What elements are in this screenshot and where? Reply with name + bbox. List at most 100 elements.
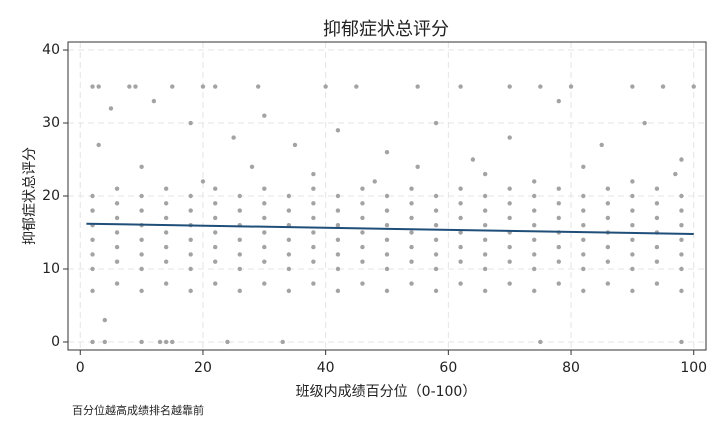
point (188, 208, 193, 213)
point (409, 186, 414, 191)
point (188, 237, 193, 242)
x-tick-label: 60 (439, 360, 457, 376)
point (599, 142, 604, 148)
point (642, 120, 647, 126)
point (679, 157, 684, 162)
point (384, 222, 390, 228)
point (409, 244, 414, 250)
point (679, 193, 684, 199)
point (654, 215, 660, 221)
point (237, 193, 242, 199)
y-tick-label: 20 (42, 188, 60, 204)
point (262, 215, 267, 221)
point (262, 244, 267, 250)
point (507, 186, 512, 191)
point (360, 230, 365, 235)
point (335, 288, 341, 294)
x-axis-label: 班级内成绩百分位（0-100） (296, 384, 477, 400)
point (482, 208, 488, 213)
point (139, 237, 144, 242)
point (605, 259, 611, 264)
point (433, 208, 439, 213)
point (163, 259, 169, 264)
point (384, 150, 390, 155)
point (286, 208, 292, 213)
point (538, 84, 543, 89)
point (127, 84, 132, 89)
point (114, 244, 120, 250)
point (605, 244, 611, 250)
point (433, 193, 439, 199)
point (630, 266, 635, 272)
y-tick-label: 40 (42, 42, 60, 58)
point (409, 281, 414, 286)
point (335, 193, 341, 199)
point (360, 186, 365, 191)
point (482, 193, 488, 199)
point (581, 266, 586, 272)
point (679, 288, 684, 294)
point (538, 339, 543, 345)
point (458, 201, 463, 206)
point (237, 208, 242, 213)
point (163, 215, 169, 221)
y-axis-label: 抑郁症状总评分 (22, 147, 38, 245)
point (532, 179, 537, 184)
point (163, 339, 169, 345)
y-tick-label: 0 (51, 334, 60, 350)
point (507, 84, 512, 89)
point (286, 288, 292, 294)
point (262, 186, 267, 191)
point (458, 215, 463, 221)
point (482, 171, 488, 177)
point (114, 281, 120, 286)
x-tick-label: 40 (317, 360, 335, 376)
point (507, 259, 512, 264)
point (556, 259, 561, 264)
point (556, 98, 561, 104)
point (188, 120, 193, 126)
point (630, 84, 635, 89)
point (163, 244, 169, 250)
point (237, 237, 242, 242)
point (213, 259, 218, 264)
point (654, 259, 660, 264)
point (470, 157, 476, 162)
point (679, 266, 684, 272)
point (114, 186, 120, 191)
point (262, 201, 267, 206)
point (384, 193, 390, 199)
point (458, 244, 463, 250)
point (482, 288, 488, 294)
point (139, 339, 144, 345)
point (532, 252, 537, 257)
point (231, 135, 236, 140)
point (151, 98, 157, 104)
point (262, 113, 267, 118)
point (458, 259, 463, 264)
point (568, 84, 574, 89)
point (433, 252, 439, 257)
point (213, 84, 218, 89)
point (605, 281, 611, 286)
y-tick-label: 30 (42, 115, 60, 131)
point (96, 142, 101, 148)
point (188, 193, 193, 199)
point (311, 259, 316, 264)
point (433, 120, 439, 126)
point (96, 84, 101, 89)
point (581, 164, 586, 170)
point (213, 244, 218, 250)
point (458, 230, 463, 235)
x-tick-label: 80 (562, 360, 580, 376)
point (482, 222, 488, 228)
point (139, 193, 144, 199)
point (691, 84, 696, 89)
point (605, 215, 611, 221)
point (532, 193, 537, 199)
point (286, 252, 292, 257)
point (311, 201, 316, 206)
point (654, 201, 660, 206)
point (311, 230, 316, 235)
